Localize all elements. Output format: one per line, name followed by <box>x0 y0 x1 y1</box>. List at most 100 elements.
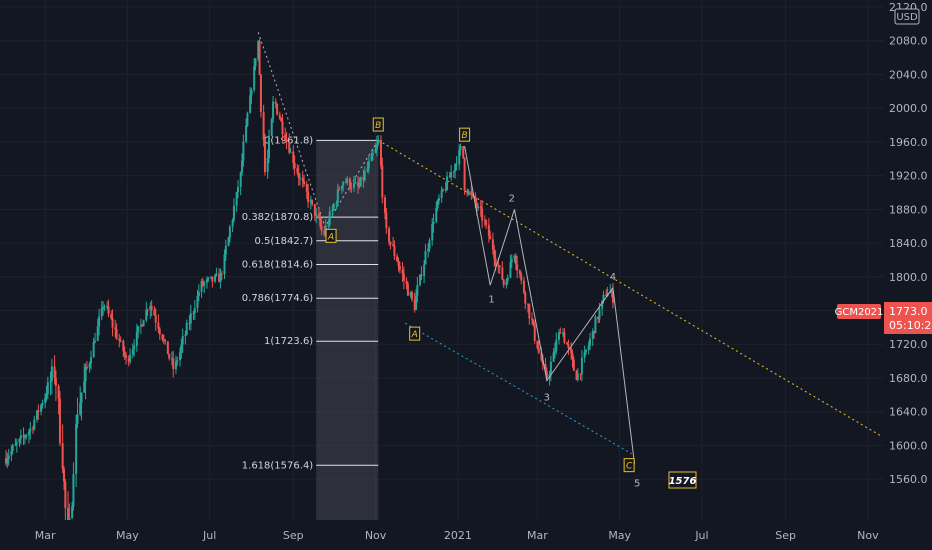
price-tick-label: 2040.0 <box>889 68 928 81</box>
candle-body <box>149 306 152 311</box>
candle-body <box>309 199 312 203</box>
candle-body <box>555 339 558 352</box>
candle-body <box>323 230 326 235</box>
candle-body <box>358 186 361 187</box>
candle-body <box>609 292 612 294</box>
candle-body <box>161 334 164 340</box>
fib-level-label: 0.618(1814.6) <box>242 259 314 270</box>
candle-body <box>288 142 291 153</box>
candle-body <box>36 410 39 420</box>
candle-body <box>185 322 188 335</box>
wave-polyline[interactable] <box>464 146 636 465</box>
candle-body <box>276 103 279 115</box>
time-tick-label: Nov <box>365 529 387 542</box>
candle-body <box>436 200 439 209</box>
candle-body <box>481 208 484 221</box>
candle-body <box>537 348 540 353</box>
candle-body <box>215 273 218 276</box>
currency-badge[interactable]: USD <box>894 8 920 25</box>
price-tick-label: 1600.0 <box>889 439 928 452</box>
candle-body <box>210 276 213 278</box>
time-axis[interactable]: Mar May Jul Sep Nov 2021 Mar May Jul Sep Nov <box>0 520 932 550</box>
candle-body <box>285 139 288 143</box>
fibonacci-retracement[interactable]: 0(1961.8) 0.382(1870.8) 0.5(1842.7) 0.618(1… <box>242 135 379 520</box>
candle-body <box>540 352 543 361</box>
candle-body <box>14 444 17 446</box>
candle-body <box>350 187 353 189</box>
candle-body <box>371 152 374 156</box>
price-axis[interactable]: 2120.02080.02040.02000.01960.01920.01880… <box>884 0 932 550</box>
candle-body <box>327 224 330 226</box>
candle-body <box>207 277 210 280</box>
candle-body <box>85 366 88 368</box>
candle-body <box>452 171 455 173</box>
candle-body <box>62 468 65 482</box>
candle-body <box>501 267 504 280</box>
candle-body <box>150 306 153 310</box>
candle-body <box>137 326 140 332</box>
wave-label-box <box>372 117 384 132</box>
candle-body <box>37 410 40 412</box>
wave-label-letter: A <box>327 232 334 242</box>
candle-body <box>131 349 134 355</box>
candle-body <box>483 220 486 222</box>
candle-body <box>241 160 244 173</box>
candle-body <box>544 363 547 372</box>
candle-body <box>431 223 434 241</box>
currency-label: USD <box>896 12 918 23</box>
candle-body <box>102 307 105 309</box>
candle-body <box>317 213 320 218</box>
candle-body <box>328 211 331 225</box>
candle-body <box>440 190 443 199</box>
candle-body <box>398 265 401 270</box>
price-tick-label: 2080.0 <box>889 35 928 48</box>
candle-body <box>232 205 235 221</box>
candle-body <box>214 275 217 282</box>
candle-body <box>40 405 43 412</box>
candle-body <box>224 245 227 255</box>
candle-body <box>410 292 413 300</box>
candle-body <box>184 334 187 337</box>
time-tick-label: May <box>116 529 139 542</box>
candle-body <box>125 355 128 358</box>
candle-body <box>479 206 482 209</box>
time-tick-label: Sep <box>775 529 796 542</box>
candle-body <box>494 258 497 266</box>
trendline[interactable] <box>378 139 881 436</box>
candle-body <box>591 331 594 339</box>
candle-body <box>29 428 32 432</box>
candle-body <box>274 101 277 104</box>
candle-body <box>223 254 226 275</box>
candle-body <box>11 445 14 451</box>
candle-body <box>307 191 310 203</box>
candle-body <box>526 303 529 305</box>
candle-body <box>502 279 505 286</box>
candle-body <box>88 363 91 368</box>
elliott-wave-path[interactable] <box>464 146 636 465</box>
candle-body <box>567 344 570 349</box>
candle-body <box>72 474 75 507</box>
candle-body <box>598 308 601 320</box>
trendline[interactable] <box>257 32 325 225</box>
symbol-price-badge: GCM2021 1773.0 05:10:20 <box>835 302 932 334</box>
candle-body <box>442 189 444 191</box>
candle-body <box>220 273 223 275</box>
candle-body <box>176 360 179 362</box>
candle-body <box>231 220 234 227</box>
fib-zone <box>316 140 379 520</box>
trendline[interactable] <box>404 322 633 455</box>
candle-body <box>384 197 387 213</box>
candle-body <box>331 209 334 212</box>
candle-body <box>401 269 404 274</box>
candle-body <box>49 381 52 383</box>
candle-body <box>446 176 449 190</box>
candle-body <box>514 255 517 265</box>
candle-body <box>193 307 196 313</box>
candle-body <box>601 300 604 309</box>
candle-body <box>366 168 369 171</box>
candle-body <box>129 354 132 362</box>
candle-body <box>293 162 296 169</box>
candle-body <box>280 118 283 122</box>
candle-body <box>563 332 566 343</box>
